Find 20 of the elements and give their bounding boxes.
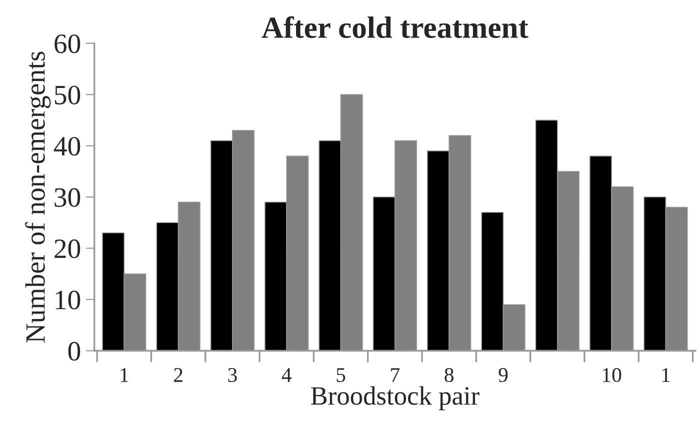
x-tick-label: 2 <box>174 368 182 382</box>
x-tick-label: 4 <box>282 368 292 382</box>
chart-title: After cold treatment <box>262 16 528 38</box>
x-tick-label: 10 <box>602 368 622 382</box>
x-tick-label: 7 <box>391 368 400 382</box>
y-tick-label: 60 <box>54 34 80 54</box>
x-tick-label: 5 <box>336 368 346 382</box>
y-tick-label: 30 <box>54 188 80 207</box>
x-tick-label: 3 <box>228 368 237 382</box>
y-tick-label: 0 <box>68 342 80 361</box>
x-tick-label: 1 <box>120 368 128 382</box>
x-axis-title: Broodstock pair <box>311 386 480 410</box>
y-tick-label: 20 <box>54 239 80 258</box>
y-tick-label: 40 <box>54 136 80 156</box>
y-axis-title: Number of non-emergents <box>25 52 51 343</box>
x-tick-label: 8 <box>444 368 454 382</box>
y-tick-label: 50 <box>55 86 80 104</box>
y-tick-label: 10 <box>56 290 80 310</box>
x-tick-label: 9 <box>498 368 508 382</box>
x-tick-label: 1 <box>662 368 670 382</box>
